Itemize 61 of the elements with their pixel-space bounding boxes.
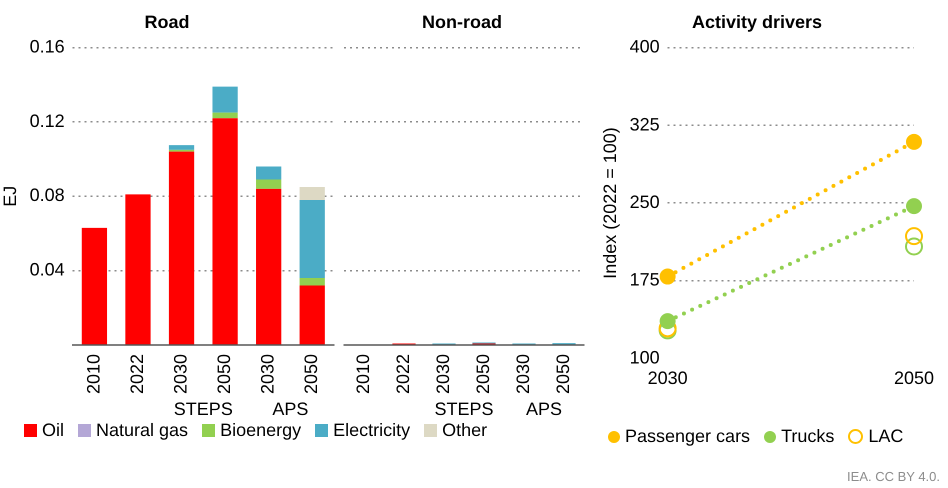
legend-label: Other — [442, 420, 488, 441]
x-tick-label: 2050 — [894, 368, 934, 388]
x-tick-label: 2030 — [648, 368, 688, 388]
x-tick-label: 2030 — [170, 354, 191, 394]
chart-title: Activity drivers — [692, 12, 822, 32]
bar — [256, 166, 282, 180]
legend-label: Bioenergy — [220, 420, 302, 441]
x-tick-label: 2022 — [126, 354, 147, 394]
y-tick-label: 175 — [630, 270, 660, 290]
x-tick-label: 2030 — [258, 354, 278, 394]
legend-label: Passenger cars — [625, 426, 750, 447]
bar — [256, 188, 282, 344]
legend-label: Trucks — [781, 426, 834, 447]
x-tick-label: 2030 — [512, 354, 533, 394]
x-tick-label: 2010 — [352, 354, 373, 394]
bar — [212, 118, 238, 344]
point — [660, 268, 676, 285]
x-tick-label: 2050 — [301, 354, 322, 394]
bar — [300, 186, 325, 200]
text: APS — [526, 398, 562, 419]
x-tick-label: 2022 — [392, 354, 413, 394]
legend-label: Electricity — [333, 420, 410, 441]
y-tick-label: 0.16 — [30, 36, 65, 57]
x-tick-label: 2050 — [552, 354, 573, 394]
x-tick-label: 2010 — [83, 354, 104, 394]
bar — [168, 145, 194, 150]
text: APS — [272, 398, 308, 419]
bar — [82, 228, 108, 344]
y-tick-label: 325 — [630, 114, 660, 134]
y-tick-label: 250 — [630, 192, 660, 212]
bar — [256, 180, 282, 189]
y-tick-label: 100 — [630, 347, 660, 368]
bar — [212, 86, 238, 113]
x-tick-label: 2030 — [432, 354, 453, 394]
point — [905, 227, 923, 246]
point — [906, 198, 922, 214]
bar — [300, 285, 325, 344]
y-tick-label: 400 — [630, 36, 660, 57]
bar — [212, 112, 238, 118]
legend-label: LAC — [868, 426, 904, 447]
text: STEPS — [174, 398, 233, 419]
bar — [300, 200, 325, 278]
point — [905, 238, 923, 256]
y-axis-title: EJ — [0, 186, 20, 207]
x-tick-label: 2050 — [472, 354, 493, 394]
legend-label: Natural gas — [96, 420, 188, 441]
y-tick-label: 0.12 — [30, 110, 65, 131]
text: STEPS — [434, 398, 494, 419]
chart-title: Non-road — [422, 12, 502, 32]
y-axis-title: Index (2022 = 100) — [600, 127, 620, 279]
bar — [125, 194, 151, 344]
x-tick-label: 2050 — [214, 354, 234, 394]
bar — [300, 278, 325, 286]
y-tick-label: 0.04 — [30, 260, 65, 280]
chart-title: Road — [144, 12, 190, 32]
bar — [168, 152, 194, 344]
point — [660, 313, 676, 330]
text: IEA. CC BY 4.0. — [847, 469, 940, 484]
point — [906, 134, 922, 150]
legend-label: Oil — [42, 420, 64, 441]
y-tick-label: 0.08 — [30, 185, 65, 206]
